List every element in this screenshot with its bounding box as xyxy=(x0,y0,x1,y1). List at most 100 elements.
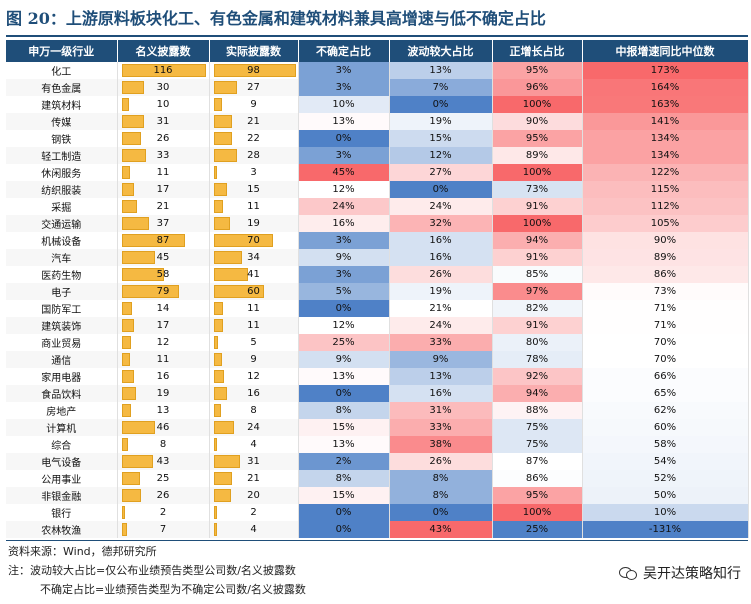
positive-value: 73% xyxy=(525,184,549,195)
title-rule xyxy=(6,35,748,37)
median-value: 58% xyxy=(653,439,677,450)
nominal-bar xyxy=(121,302,132,315)
nominal-value: 8 xyxy=(159,439,167,450)
nominal-cell: 19 xyxy=(117,385,210,402)
median-cell: 52% xyxy=(582,470,749,487)
actual-bar xyxy=(213,387,227,400)
uncertain-cell: 0% xyxy=(298,521,390,538)
median-value: 65% xyxy=(653,388,677,399)
volatile-cell: 16% xyxy=(389,385,493,402)
uncertain-cell: 13% xyxy=(298,113,390,130)
actual-cell: 70 xyxy=(209,232,299,249)
actual-value: 11 xyxy=(247,303,260,314)
industry-cell: 化工 xyxy=(6,62,118,79)
volatile-cell: 26% xyxy=(389,266,493,283)
nominal-value: 33 xyxy=(156,150,170,161)
actual-bar xyxy=(213,404,221,417)
actual-value: 5 xyxy=(250,337,257,348)
positive-value: 100% xyxy=(522,507,552,518)
volatile-cell: 9% xyxy=(389,351,493,368)
uncertain-cell: 24% xyxy=(298,198,390,215)
actual-value: 19 xyxy=(247,218,260,229)
median-cell: 115% xyxy=(582,181,749,198)
median-value: -131% xyxy=(648,524,682,535)
uncertain-value: 3% xyxy=(335,65,352,76)
table-row: 公用事业 25 21 8% 8% 86% 52% xyxy=(6,470,749,487)
table-row: 食品饮料 19 16 0% 16% 94% 65% xyxy=(6,385,749,402)
volatile-value: 26% xyxy=(429,269,452,280)
volatile-value: 31% xyxy=(429,405,452,416)
volatile-cell: 15% xyxy=(389,130,493,147)
actual-cell: 21 xyxy=(209,470,299,487)
volatile-cell: 33% xyxy=(389,334,493,351)
volatile-value: 0% xyxy=(432,507,449,518)
volatile-value: 19% xyxy=(429,286,452,297)
median-value: 89% xyxy=(653,252,677,263)
volatile-cell: 13% xyxy=(389,62,493,79)
nominal-cell: 10 xyxy=(117,96,210,113)
positive-value: 94% xyxy=(525,235,549,246)
volatile-cell: 13% xyxy=(389,368,493,385)
uncertain-value: 15% xyxy=(332,422,355,433)
uncertain-cell: 13% xyxy=(298,436,390,453)
median-value: 71% xyxy=(653,303,677,314)
col-header-nominal: 名义披露数 xyxy=(117,40,210,62)
nominal-bar xyxy=(121,183,134,196)
positive-value: 78% xyxy=(525,354,549,365)
actual-bar xyxy=(213,98,222,111)
industry-cell: 钢铁 xyxy=(6,130,118,147)
volatile-value: 16% xyxy=(429,252,452,263)
nominal-cell: 31 xyxy=(117,113,210,130)
positive-value: 80% xyxy=(525,337,549,348)
table-row: 非银金融 26 20 15% 8% 95% 50% xyxy=(6,487,749,504)
table-row: 汽车 45 34 9% 16% 91% 89% xyxy=(6,249,749,266)
table-row: 机械设备 87 70 3% 16% 94% 90% xyxy=(6,232,749,249)
volatile-value: 8% xyxy=(432,473,449,484)
positive-value: 97% xyxy=(525,286,549,297)
volatile-cell: 19% xyxy=(389,283,493,300)
table-row: 有色金属 30 27 3% 7% 96% 164% xyxy=(6,79,749,96)
actual-bar xyxy=(213,183,227,196)
nominal-value: 13 xyxy=(156,405,170,416)
volatile-value: 15% xyxy=(429,133,452,144)
uncertain-value: 3% xyxy=(335,269,352,280)
uncertain-value: 25% xyxy=(332,337,355,348)
uncertain-cell: 16% xyxy=(298,215,390,232)
table-body: 化工 116 98 3% 13% 95% 173% 有色金属 30 27 3% 7% 96% 164% 建筑… xyxy=(6,62,749,538)
uncertain-cell: 5% xyxy=(298,283,390,300)
industry-cell: 有色金属 xyxy=(6,79,118,96)
actual-bar xyxy=(213,336,218,349)
uncertain-cell: 3% xyxy=(298,232,390,249)
nominal-bar xyxy=(121,200,137,213)
uncertain-cell: 15% xyxy=(298,487,390,504)
uncertain-value: 8% xyxy=(335,405,352,416)
industry-cell: 采掘 xyxy=(6,198,118,215)
nominal-cell: 33 xyxy=(117,147,210,164)
uncertain-cell: 8% xyxy=(298,402,390,419)
positive-value: 91% xyxy=(525,201,549,212)
positive-value: 85% xyxy=(525,269,549,280)
positive-cell: 91% xyxy=(492,249,583,266)
table-row: 房地产 13 8 8% 31% 88% 62% xyxy=(6,402,749,419)
positive-cell: 94% xyxy=(492,385,583,402)
volatile-cell: 24% xyxy=(389,198,493,215)
positive-value: 90% xyxy=(525,116,549,127)
positive-value: 95% xyxy=(525,133,549,144)
table-row: 建筑材料 10 9 10% 0% 100% 163% xyxy=(6,96,749,113)
nominal-bar xyxy=(121,472,140,485)
actual-bar xyxy=(213,353,222,366)
volatile-value: 26% xyxy=(429,456,452,467)
positive-value: 75% xyxy=(525,422,549,433)
volatile-cell: 19% xyxy=(389,113,493,130)
actual-cell: 98 xyxy=(209,62,299,79)
median-value: 60% xyxy=(653,422,677,433)
uncertain-cell: 0% xyxy=(298,385,390,402)
col-header-actual: 实际披露数 xyxy=(209,40,299,62)
col-header-positive: 正增长占比 xyxy=(492,40,583,62)
median-value: 70% xyxy=(653,354,677,365)
uncertain-value: 3% xyxy=(335,82,352,93)
uncertain-cell: 0% xyxy=(298,130,390,147)
uncertain-value: 3% xyxy=(335,235,352,246)
uncertain-cell: 0% xyxy=(298,300,390,317)
footer-rule xyxy=(6,540,748,541)
